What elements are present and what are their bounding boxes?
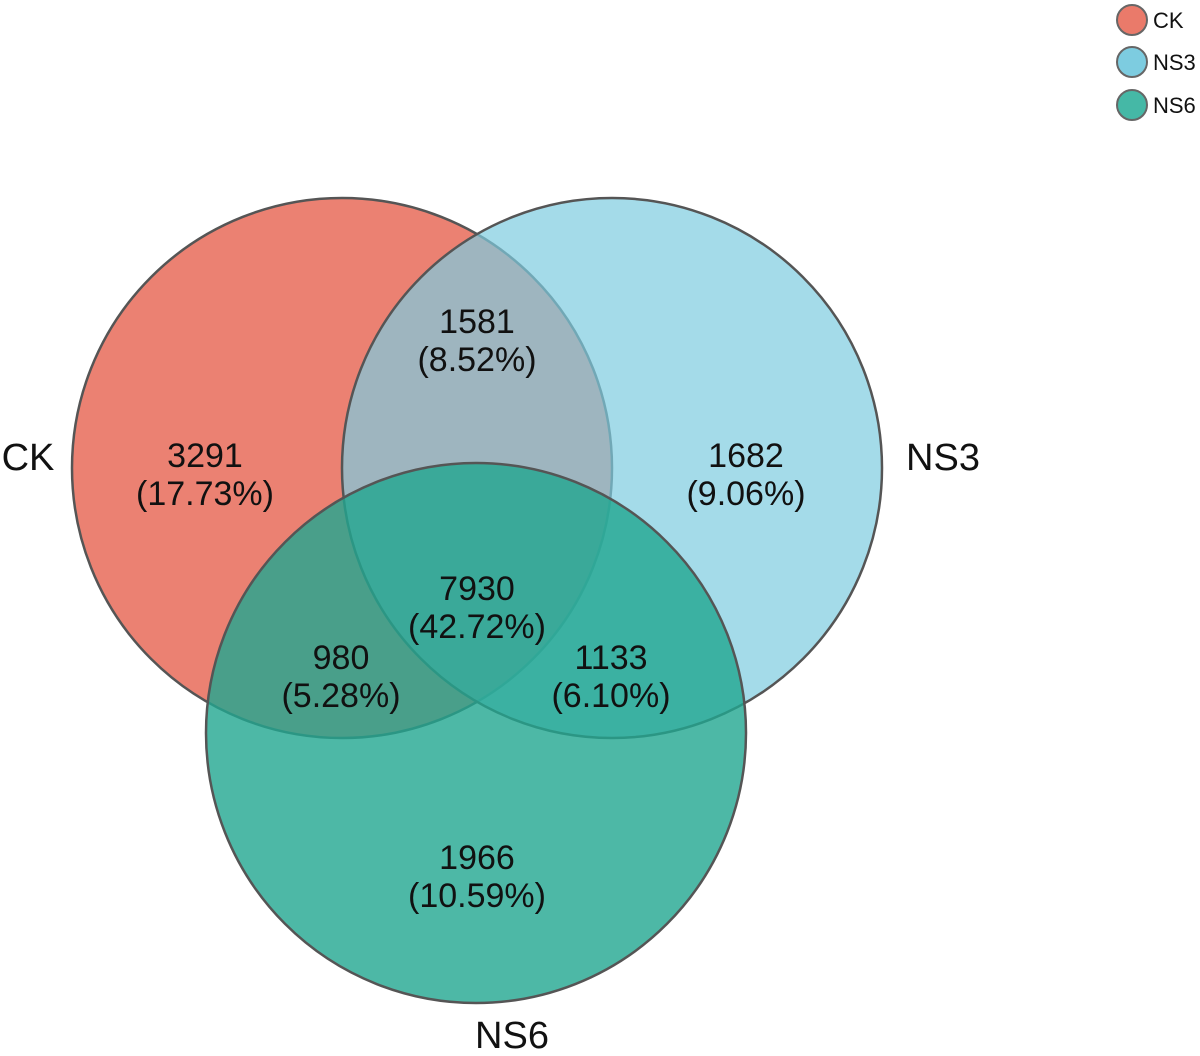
region-ck-ns3-percent: (8.52%) [417, 341, 536, 379]
legend-label-ns3: NS3 [1153, 50, 1196, 75]
region-all-three-count: 7930 [439, 570, 515, 608]
region-ns6-only-percent: (10.59%) [408, 877, 546, 915]
region-ns3-ns6-percent: (6.10%) [551, 677, 670, 715]
region-ck-only-percent: (17.73%) [136, 475, 274, 513]
legend-swatch-ck [1116, 4, 1148, 36]
region-ns6-only-count: 1966 [439, 839, 515, 877]
set-label-ns6: NS6 [475, 1015, 549, 1056]
region-ck-ns6-count: 980 [313, 639, 370, 677]
region-ns3-ns6-count: 1133 [574, 639, 647, 677]
legend-swatch-ns6 [1116, 89, 1148, 121]
legend: CK NS3 NS6 [1116, 4, 1196, 121]
legend-label-ns6: NS6 [1153, 93, 1196, 118]
region-ns3-only-count: 1682 [708, 437, 784, 475]
region-ck-only-count: 3291 [167, 437, 243, 475]
legend-swatch-ns3 [1116, 46, 1148, 78]
ns6-circle [204, 461, 748, 1005]
region-ns3-only-percent: (9.06%) [686, 475, 805, 513]
legend-label-ck: CK [1153, 8, 1184, 33]
set-label-ck: CK [2, 437, 55, 479]
region-ck-ns3-count: 1581 [439, 303, 515, 341]
set-label-ns3: NS3 [906, 437, 980, 479]
region-all-three-percent: (42.72%) [408, 608, 546, 646]
region-ck-ns6-percent: (5.28%) [281, 677, 400, 715]
